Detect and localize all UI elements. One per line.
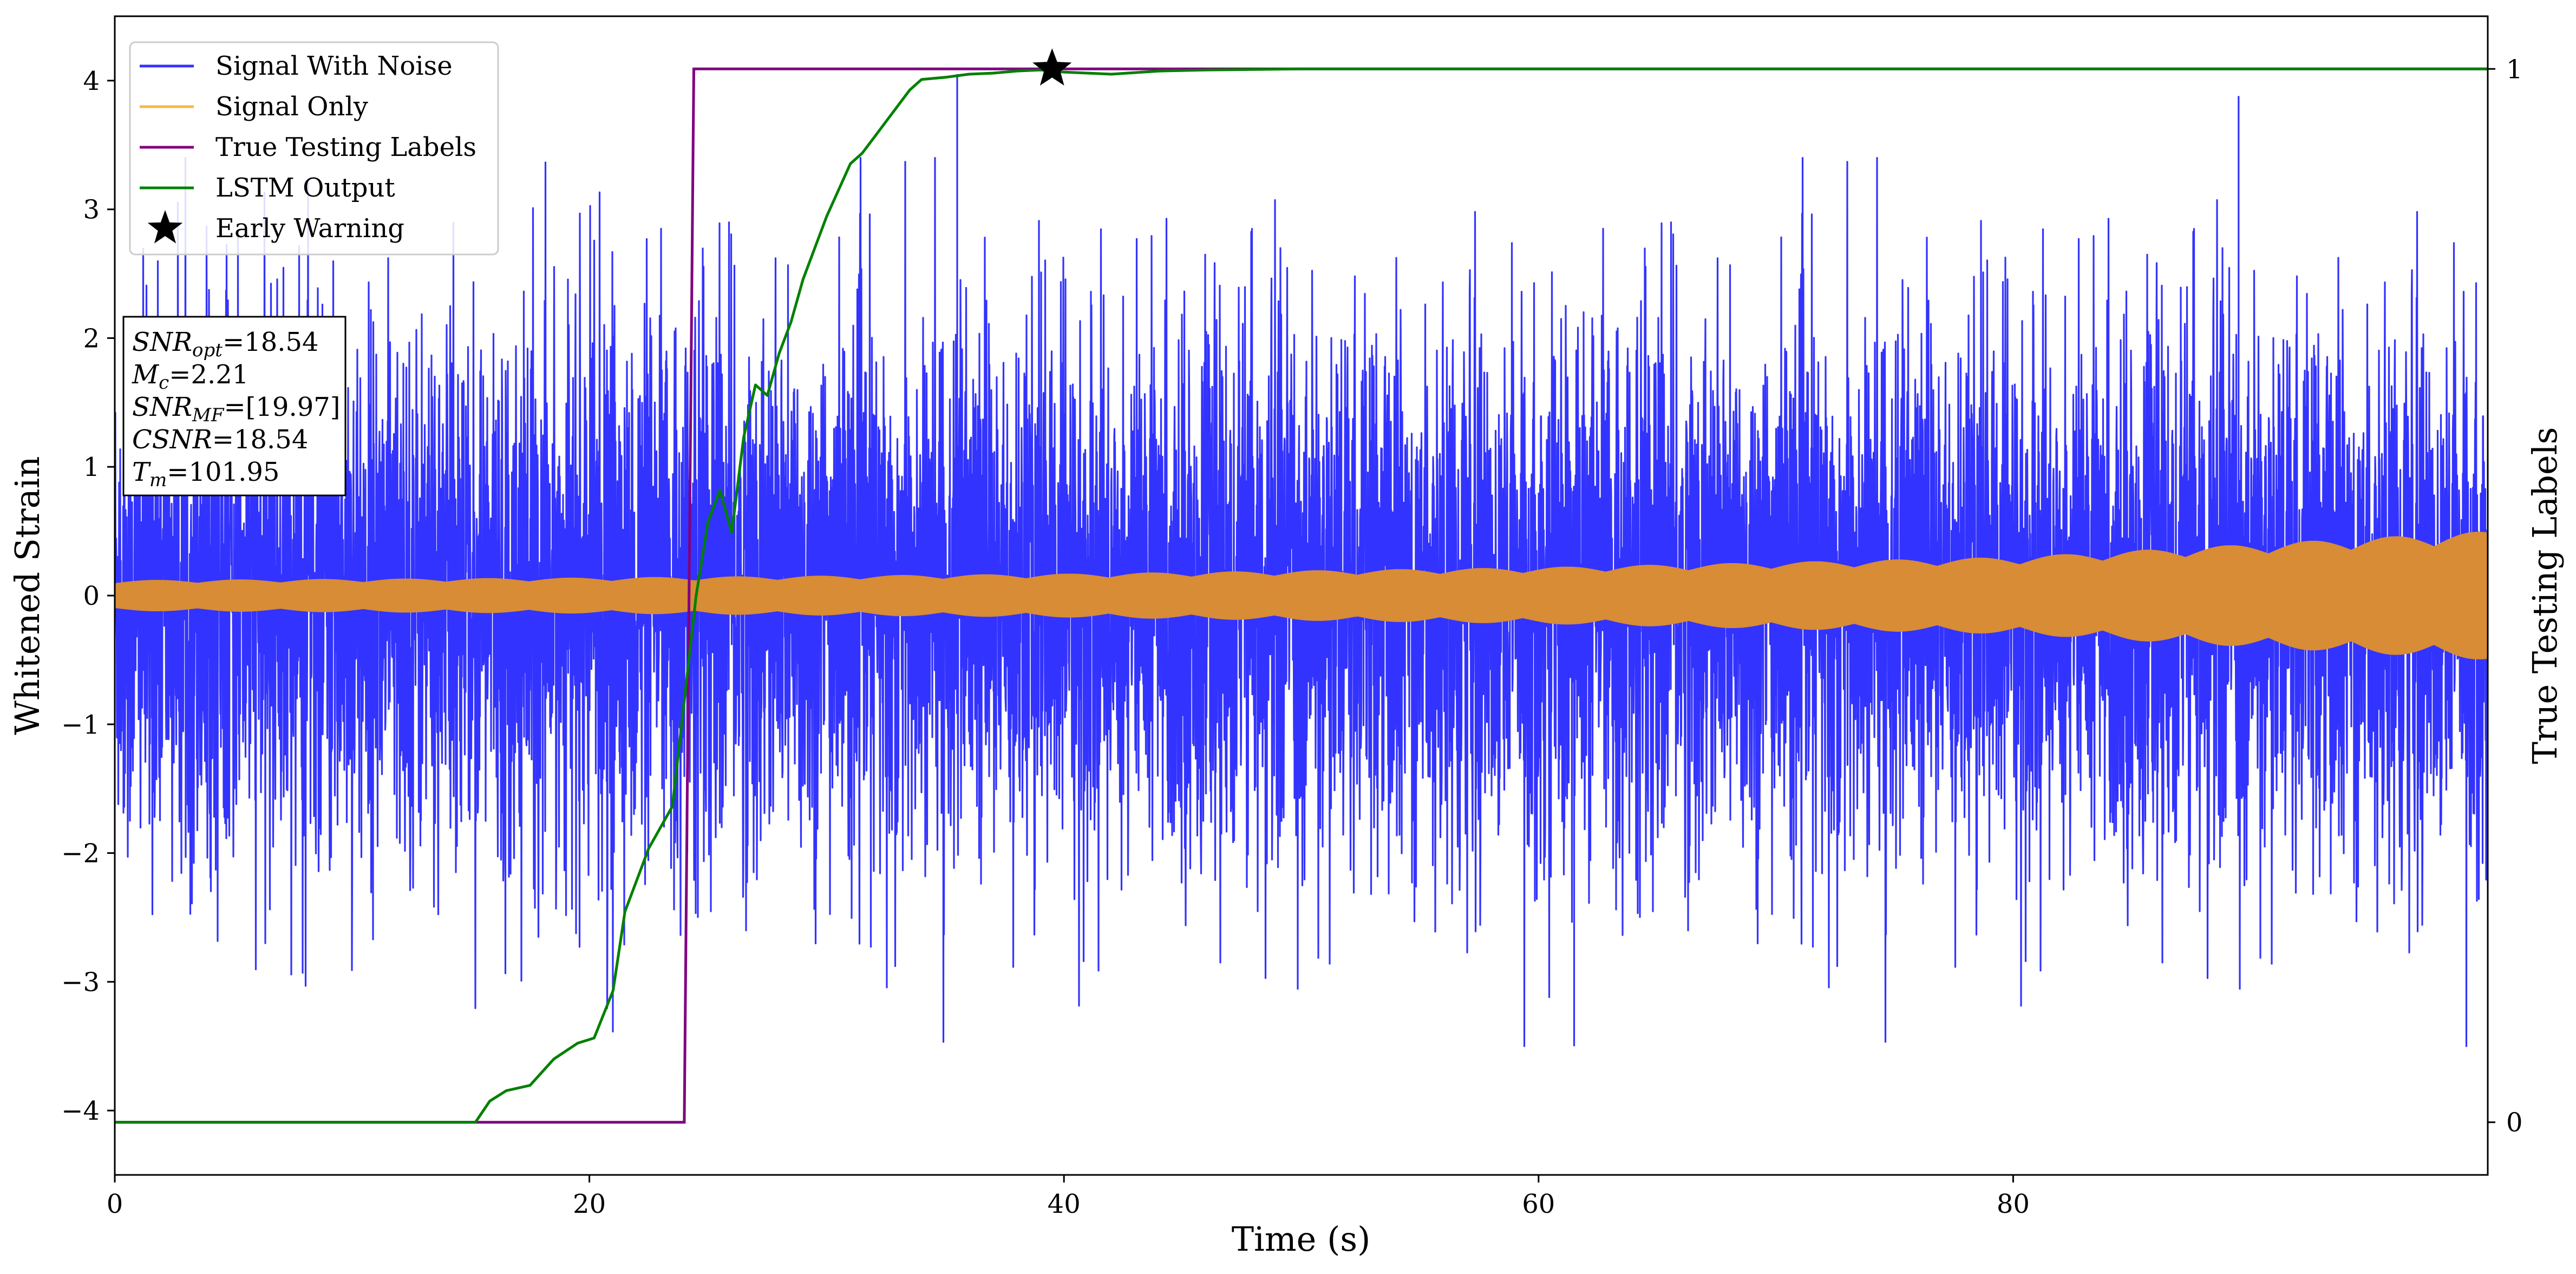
series-signal-only: [115, 532, 2488, 659]
x-tick-label: 80: [1997, 1189, 2030, 1219]
x-axis-title: Time (s): [1232, 1219, 1371, 1259]
metrics-box: [122, 316, 346, 496]
legend-label: LSTM Output: [215, 173, 395, 203]
y2-tick-label: 0: [2506, 1108, 2523, 1138]
metric-line: SNRMF=[19.97]: [132, 392, 341, 426]
x-tick-label: 20: [573, 1189, 606, 1219]
y-axis-left: −4 −3 −2 −1 0 1 2 3 4: [61, 66, 115, 1126]
y-axis-right: 01: [2488, 54, 2523, 1138]
metric-line: CSNR=18.54: [132, 424, 308, 455]
y-tick-label: −2: [61, 839, 100, 869]
early-warning-marker: [1032, 48, 1072, 86]
legend-label: Signal With Noise: [215, 51, 453, 81]
legend-label: True Testing Labels: [215, 132, 476, 162]
metrics-annotation: SNRopt=18.54Mc=2.21SNRMF=[19.97]CSNR=18.…: [122, 316, 346, 496]
y-tick-label: 1: [83, 452, 100, 482]
y-tick-label: 0: [83, 581, 100, 611]
metric-line: Mc=2.21: [132, 360, 249, 394]
legend-label: Early Warning: [215, 213, 404, 244]
x-tick-label: 0: [107, 1189, 123, 1219]
legend-star-icon: [147, 210, 183, 244]
y-tick-label: 3: [83, 195, 100, 225]
metric-line: SNRopt=18.54: [132, 327, 319, 361]
legend-label: Signal Only: [215, 92, 368, 122]
y-tick-label: 2: [83, 323, 100, 354]
x-tick-label: 40: [1048, 1189, 1081, 1219]
series-signal-with-noise: [115, 74, 2488, 1047]
metric-line: Tm=101.95: [132, 457, 279, 491]
y2-tick-label: 1: [2506, 54, 2523, 84]
y-axis-title: Whitened Strain: [8, 456, 47, 735]
legend: Signal With Noise Signal Only True Testing…: [129, 41, 499, 256]
x-axis: 0 20 40 60 80: [107, 1175, 2030, 1219]
y-tick-label: 4: [83, 66, 100, 96]
y-tick-label: −3: [61, 967, 100, 997]
x-tick-label: 60: [1522, 1189, 1555, 1219]
y-tick-label: −1: [61, 710, 100, 740]
legend-box: [129, 41, 499, 256]
y-tick-label: −4: [61, 1096, 100, 1126]
plot-area: [115, 67, 2488, 1124]
y2-axis-title: True Testing Labels: [2525, 427, 2565, 765]
